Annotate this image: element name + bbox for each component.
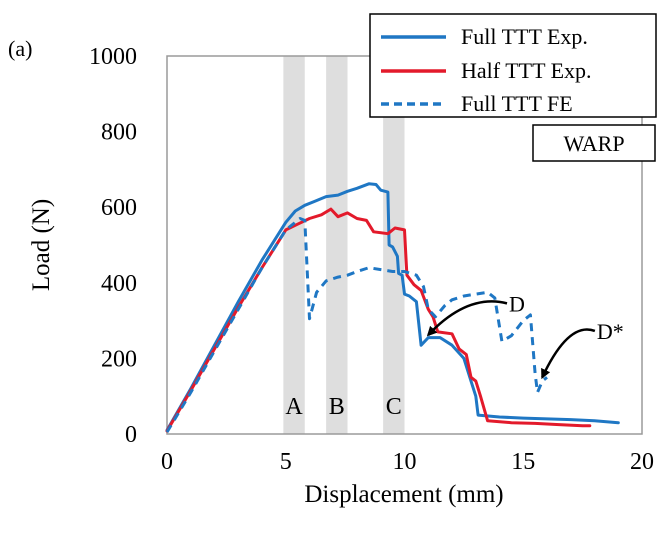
legend-label-full-fe: Full TTT FE (461, 91, 573, 116)
y-tick-label: 0 (125, 422, 137, 448)
x-tick-label: 10 (393, 449, 417, 475)
band-a (283, 56, 305, 434)
series-line-1 (165, 207, 592, 433)
series-lines (165, 182, 620, 433)
x-tick-label: 20 (630, 449, 654, 475)
x-tick-label: 5 (280, 449, 292, 475)
panel-label: (a) (8, 36, 32, 61)
warp-tag-box (532, 124, 656, 162)
series-line-0 (165, 182, 620, 432)
y-tick-label: 600 (101, 195, 137, 221)
legend-label-half-exp: Half TTT Exp. (461, 58, 592, 83)
band-label-c: C (386, 394, 402, 420)
legend-label-full-exp: Full TTT Exp. (461, 24, 588, 49)
annotation-label: D* (597, 319, 624, 344)
y-tick-label: 200 (101, 346, 137, 372)
y-tick-label: 1000 (89, 44, 137, 70)
warp-tag-label: WARP (563, 131, 624, 156)
y-tick-label: 400 (101, 271, 137, 297)
legend-box (369, 13, 657, 118)
x-tick-label: 15 (511, 449, 535, 475)
y-tick-label: 800 (101, 120, 137, 146)
x-axis-title: Displacement (mm) (304, 481, 503, 508)
annotation-arrow (541, 328, 596, 380)
x-tick-label: 0 (161, 449, 173, 475)
annotation-arrow (426, 300, 508, 337)
annotations: D D* (426, 291, 624, 380)
band-label-a: A (285, 394, 303, 420)
band-c (383, 56, 405, 434)
y-axis-title: Load (N) (28, 199, 55, 291)
annotation-label: D (509, 291, 525, 316)
legend: Full TTT Exp. Half TTT Exp. Full TTT FE (369, 13, 657, 118)
band-label-b: B (329, 394, 345, 420)
band-b (326, 56, 348, 434)
